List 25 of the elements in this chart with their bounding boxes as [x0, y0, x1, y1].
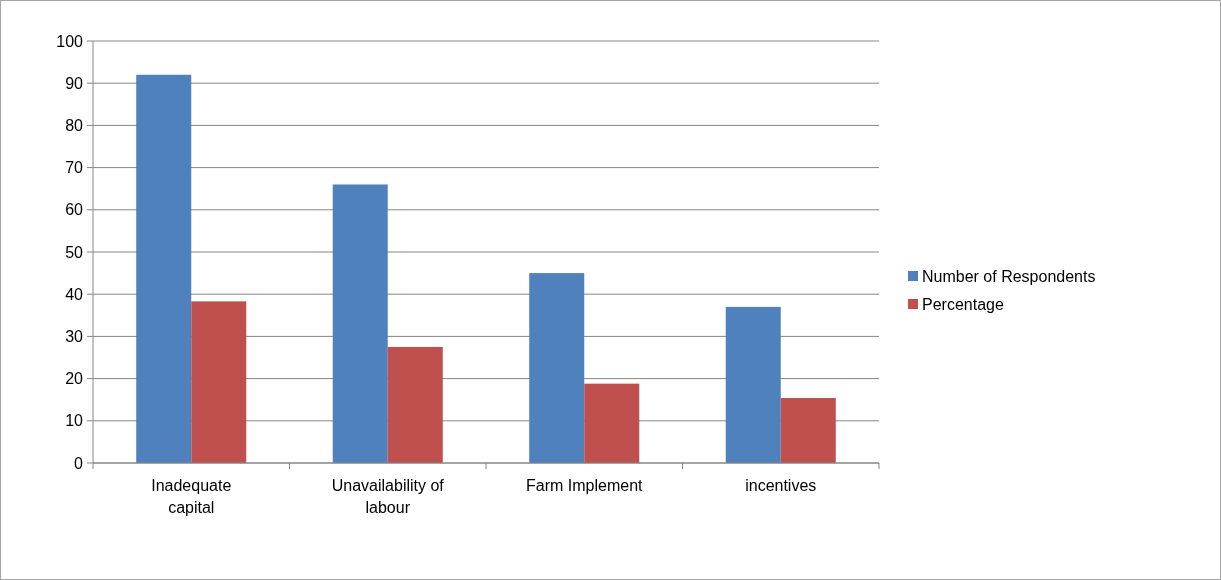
y-tick-label: 0	[74, 454, 84, 472]
y-tick-label: 100	[56, 32, 84, 50]
bar	[584, 383, 640, 463]
bar	[387, 346, 443, 463]
bar	[332, 184, 388, 463]
bar	[136, 74, 192, 463]
legend-label: Number of Respondents	[922, 267, 1096, 285]
bar	[191, 301, 247, 463]
y-tick-label: 80	[65, 117, 84, 134]
y-tick-label: 60	[65, 201, 84, 219]
bar	[529, 273, 585, 463]
y-tick-label: 30	[65, 328, 84, 345]
y-tick-label: 50	[65, 243, 84, 261]
y-tick-label: 70	[65, 159, 84, 177]
x-tick-label: incentives	[745, 477, 817, 494]
bar	[725, 306, 781, 463]
y-tick-label: 40	[65, 285, 84, 303]
x-tick-label: Farm Implement	[526, 477, 644, 494]
x-tick-label: Inadequate capital	[151, 477, 232, 516]
y-tick-label: 10	[65, 412, 84, 430]
y-tick-label: 20	[65, 370, 84, 388]
y-tick-label: 90	[65, 74, 84, 92]
bar	[780, 398, 836, 463]
legend-label: Percentage	[922, 295, 1004, 313]
x-tick-label: Unavailability of labour	[331, 477, 445, 516]
